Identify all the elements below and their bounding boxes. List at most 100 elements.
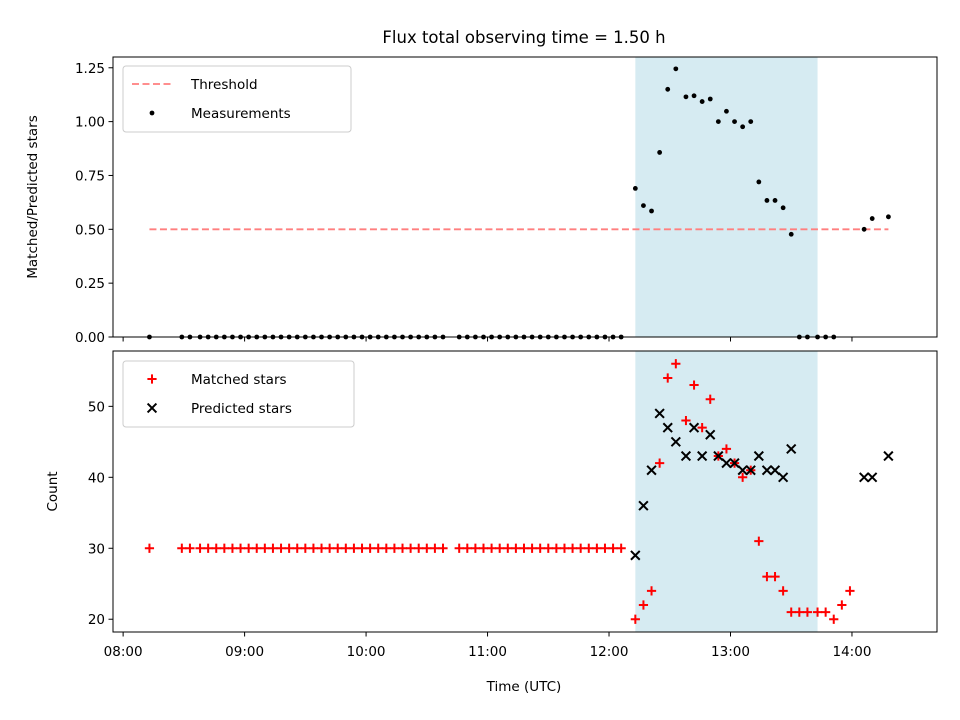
matched-point	[576, 543, 586, 553]
top-y-tick-label: 0.00	[75, 330, 105, 346]
measurement-point	[715, 119, 721, 125]
top-x-ticks	[122, 337, 853, 342]
matched-point	[681, 415, 691, 426]
matched-point	[300, 543, 310, 553]
top-y-ticks: 0.00 0.25 0.50 0.75 1.00 1.25	[75, 61, 113, 346]
matched-legend-swatch	[147, 374, 157, 384]
top-panel-span	[635, 57, 818, 337]
matched-point	[689, 380, 699, 390]
matched-point	[406, 543, 416, 553]
chart-title: Flux total observing time = 1.50 h	[382, 28, 665, 47]
matched-point	[638, 600, 649, 610]
predicted-point	[867, 472, 878, 483]
matched-point	[721, 444, 732, 454]
x-tick-label: 09:00	[225, 644, 264, 660]
matched-point	[211, 543, 221, 553]
bottom-y-ticks: 20 30 40 50	[88, 399, 113, 628]
matched-point	[592, 543, 602, 553]
bottom-y-tick-label: 20	[88, 612, 105, 628]
matched-point	[389, 543, 400, 553]
matched-point	[821, 607, 831, 617]
predicted-point	[737, 465, 748, 476]
predicted-point	[697, 450, 708, 462]
matched-point	[203, 543, 213, 553]
matched-point	[462, 543, 472, 553]
bottom-legend-label: Matched stars	[191, 372, 287, 388]
x-tick-label: 12:00	[590, 644, 629, 660]
matched-point	[770, 572, 780, 582]
matched-point	[567, 543, 578, 553]
predicted-point	[646, 465, 657, 476]
matched-point	[381, 543, 391, 553]
matched-point	[671, 359, 681, 369]
matched-point	[663, 373, 673, 383]
predicted-point	[688, 422, 700, 433]
predicted-point	[745, 465, 756, 476]
count-panel: 20 30 40 50 08:00 09:00 10:00 11:00 12:00 13:00 1…	[45, 350, 938, 695]
measurement-point	[732, 119, 737, 125]
measurement-point	[699, 99, 705, 104]
x-tick-label: 08:00	[104, 644, 143, 660]
measurement-point	[673, 66, 679, 72]
matched-point	[414, 543, 424, 553]
top-legend-label: Threshold	[190, 77, 258, 93]
ratio-panel: 0.00 0.25 0.50 0.75 1.00 1.25 Matched/Predict…	[25, 56, 938, 346]
matched-point	[144, 543, 155, 553]
matched-point	[697, 423, 707, 433]
top-legend-label: Measurements	[191, 106, 291, 122]
measurement-point	[764, 198, 770, 203]
predicted-point	[680, 450, 692, 462]
matched-point	[705, 394, 715, 404]
matched-point	[316, 543, 327, 553]
measurement-point	[632, 185, 638, 191]
measurement-point	[649, 208, 654, 214]
matched-point	[837, 600, 847, 610]
bottom-panel-frame	[112, 350, 938, 633]
matched-point	[486, 543, 497, 553]
matched-point	[454, 543, 464, 553]
top-legend-box	[122, 65, 352, 133]
matched-points	[144, 359, 855, 624]
predicted-point	[713, 450, 724, 462]
x-tick-label: 11:00	[468, 644, 507, 660]
matched-point	[584, 543, 594, 553]
matched-point	[185, 543, 195, 553]
matched-point	[786, 607, 796, 617]
measurement-point	[886, 214, 891, 220]
matched-point	[284, 543, 294, 553]
predicted-legend-swatch	[146, 402, 158, 414]
matched-point	[559, 543, 570, 553]
matched-point	[422, 543, 432, 553]
matched-point	[227, 543, 238, 553]
measurement-point	[772, 198, 778, 203]
bottom-y-tick-label: 40	[88, 470, 105, 486]
measurement-point	[691, 93, 697, 99]
measurement-point	[641, 203, 646, 209]
matched-point	[244, 543, 254, 553]
x-tick-label: 10:00	[347, 644, 386, 660]
matched-point	[341, 543, 351, 553]
top-y-tick-label: 0.75	[75, 168, 105, 184]
matched-point	[195, 543, 205, 553]
matched-point	[829, 614, 839, 624]
measurement-point	[707, 96, 713, 102]
matched-point	[219, 543, 229, 553]
measurement-point	[788, 231, 794, 237]
predicted-point	[778, 472, 789, 483]
matched-point	[535, 543, 545, 553]
matched-point	[551, 543, 561, 553]
top-panel-frame	[112, 56, 938, 338]
matched-point	[308, 543, 319, 553]
matched-point	[365, 543, 375, 553]
matched-point	[349, 543, 359, 553]
matched-point	[438, 543, 448, 553]
matched-point	[655, 458, 665, 468]
measurement-point	[780, 205, 786, 211]
predicted-point	[859, 472, 870, 483]
measurement-point	[724, 108, 729, 114]
bottom-panel-span	[635, 351, 818, 632]
bottom-y-tick-label: 30	[88, 541, 105, 557]
matched-point	[608, 543, 618, 553]
matched-point	[616, 543, 626, 553]
